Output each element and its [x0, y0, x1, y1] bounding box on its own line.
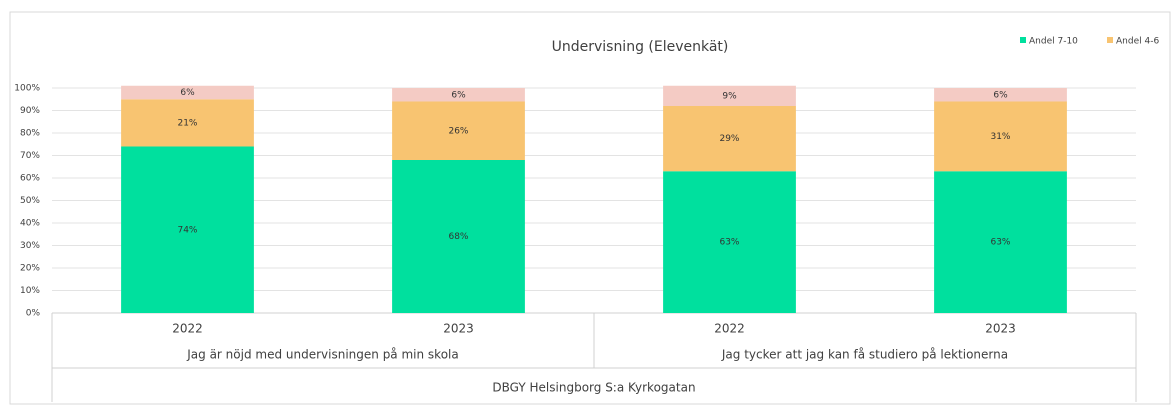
y-tick-label: 20% — [20, 264, 40, 274]
data-label: 29% — [719, 134, 739, 144]
group-label: Jag tycker att jag kan få studiero på le… — [721, 348, 1008, 362]
y-tick-label: 60% — [20, 174, 40, 184]
data-label: 63% — [990, 238, 1010, 248]
bar-segment — [934, 88, 1067, 102]
legend-label: Andel 7-10 — [1029, 37, 1078, 47]
x-tick-label: 2022 — [172, 322, 203, 336]
legend-swatch — [1020, 37, 1026, 43]
bar-segment — [121, 85, 254, 100]
x-tick-label: 2022 — [714, 322, 745, 336]
bar-segment — [663, 106, 796, 172]
y-tick-label: 90% — [20, 106, 40, 116]
y-tick-label: 70% — [20, 151, 40, 161]
data-label: 9% — [722, 91, 737, 101]
bar-segment — [663, 171, 796, 313]
group-label: Jag är nöjd med undervisningen på min sk… — [186, 348, 458, 362]
bar-segment — [392, 101, 525, 160]
data-label: 6% — [180, 88, 195, 98]
x-tick-label: 2023 — [985, 322, 1016, 336]
y-tick-label: 80% — [20, 129, 40, 139]
y-tick-label: 50% — [20, 196, 40, 206]
bar-segment — [663, 85, 796, 106]
bar-segment — [121, 99, 254, 147]
data-label: 6% — [451, 90, 466, 100]
chart-title: Undervisning (Elevenkät) — [552, 39, 729, 55]
bar-segment — [934, 101, 1067, 172]
bar-segment — [392, 160, 525, 313]
data-label: 26% — [448, 126, 468, 136]
legend-label: Andel 4-6 — [1116, 37, 1159, 47]
y-tick-label: 30% — [20, 241, 40, 251]
legend-swatch — [1107, 37, 1113, 43]
bar-segment — [934, 171, 1067, 313]
y-tick-label: 100% — [14, 84, 40, 94]
bar-segment — [121, 146, 254, 313]
y-tick-label: 40% — [20, 219, 40, 229]
x-tick-label: 2023 — [443, 322, 474, 336]
data-label: 68% — [448, 232, 468, 242]
y-tick-label: 10% — [20, 286, 40, 296]
data-label: 21% — [177, 118, 197, 128]
data-label: 6% — [993, 90, 1008, 100]
data-label: 31% — [990, 132, 1010, 142]
data-label: 74% — [177, 225, 197, 235]
bar-segment — [392, 88, 525, 102]
data-label: 63% — [719, 238, 739, 248]
outer-label: DBGY Helsingborg S:a Kyrkogatan — [492, 381, 695, 395]
y-tick-label: 0% — [26, 309, 41, 319]
